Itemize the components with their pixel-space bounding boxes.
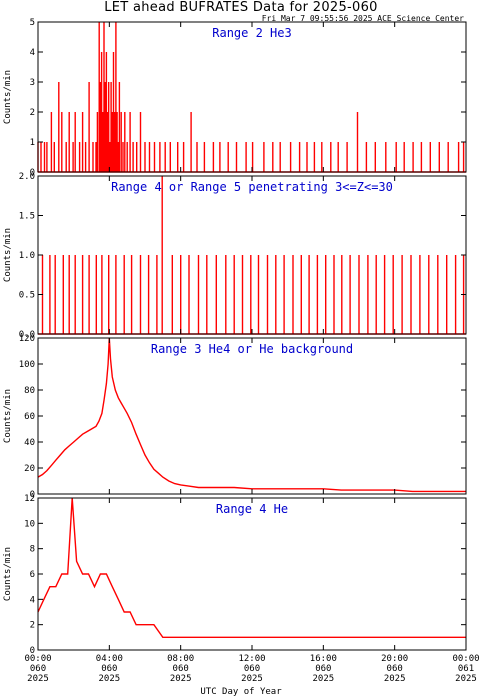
panel-title: Range 4 or Range 5 penetrating 3<=Z<=30 [111, 180, 393, 194]
x-tick-label: 2025 [98, 674, 120, 684]
y-tick-label: 1.5 [19, 212, 35, 222]
x-tick-label: 2025 [241, 674, 263, 684]
y-tick-label: 4 [30, 48, 35, 58]
series-line-3-1 [37, 337, 466, 493]
x-tick-label: 16:00 [310, 654, 337, 664]
y-tick-label: 1.0 [19, 251, 35, 261]
y-tick-label: 80 [24, 386, 35, 396]
x-tick-label: 20:00 [381, 654, 408, 664]
y-tick-label: 10 [24, 519, 35, 529]
y-tick-label: 8 [30, 545, 35, 555]
y-tick-label: 0.5 [19, 291, 35, 301]
x-tick-label: 2025 [455, 674, 477, 684]
panel-title: Range 2 He3 [212, 26, 291, 40]
x-tick-label: 060 [244, 664, 260, 674]
x-tick-label: 060 [101, 664, 117, 674]
y-tick-label: 0 [30, 168, 35, 178]
y-tick-label: 20 [24, 464, 35, 474]
y-tick-label: 6 [30, 570, 35, 580]
x-tick-label: 2025 [312, 674, 334, 684]
y-tick-label: 40 [24, 438, 35, 448]
x-axis-label: UTC Day of Year [200, 687, 282, 697]
y-axis-label: Counts/min [3, 228, 13, 282]
generation-timestamp: Fri Mar 7 09:55:56 2025 ACE Science Cent… [261, 14, 464, 23]
y-tick-label: 3 [30, 78, 35, 88]
panel-title: Range 4 He [216, 502, 288, 516]
series-line-2-1 [38, 176, 466, 335]
y-tick-label: 2 [30, 621, 35, 631]
x-tick-label: 12:00 [238, 654, 265, 664]
x-tick-label: 060 [387, 664, 403, 674]
chart-title: LET ahead BUFRATES Data for 2025-060 [104, 0, 378, 15]
y-axis-label: Counts/min [3, 389, 13, 443]
x-tick-label: 2025 [384, 674, 406, 684]
series-line-1-1 [37, 22, 466, 173]
y-axis-label: Counts/min [3, 547, 13, 601]
panel-title: Range 3 He4 or He background [151, 342, 353, 356]
y-tick-label: 4 [30, 595, 35, 605]
plot-frame [37, 337, 467, 495]
y-tick-label: 60 [24, 412, 35, 422]
y-tick-label: 0 [30, 490, 35, 500]
y-tick-label: 0.0 [19, 330, 35, 340]
x-tick-label: 04:00 [96, 654, 123, 664]
x-tick-label: 2025 [27, 674, 49, 684]
y-tick-label: 0 [30, 646, 35, 656]
x-tick-label: 060 [173, 664, 189, 674]
panel-1: 0 1 2 3 4 5 Counts/min Range 2 He3 [3, 18, 467, 178]
x-tick-label: 060 [315, 664, 331, 674]
x-tick-label: 00:00 [452, 654, 479, 664]
y-tick-label: 100 [19, 360, 35, 370]
x-tick-label: 08:00 [167, 654, 194, 664]
x-tick-label: 00:00 [24, 654, 51, 664]
y-tick-label: 2.0 [19, 172, 35, 182]
panel-2: 0.0 0.5 1.0 1.5 2.0 Counts/min Range 4 or Rang… [3, 172, 467, 340]
y-tick-label: 12 [24, 494, 35, 504]
y-tick-label: 5 [30, 18, 35, 28]
y-tick-label: 2 [30, 108, 35, 118]
y-tick-label: 1 [30, 138, 35, 148]
panel-4: 0 2 4 6 8 10 12 Counts/min Range 4 He [3, 494, 467, 656]
series-line-4-1 [37, 497, 466, 638]
x-tick-label: 061 [458, 664, 474, 674]
x-tick-label: 060 [30, 664, 46, 674]
y-axis-label: Counts/min [3, 70, 13, 124]
y-tick-label: 120 [19, 334, 35, 344]
x-tick-label: 2025 [170, 674, 192, 684]
panel-3: 0 20 40 60 80 100 120 Counts/min Range 3 He4 or … [3, 334, 467, 500]
